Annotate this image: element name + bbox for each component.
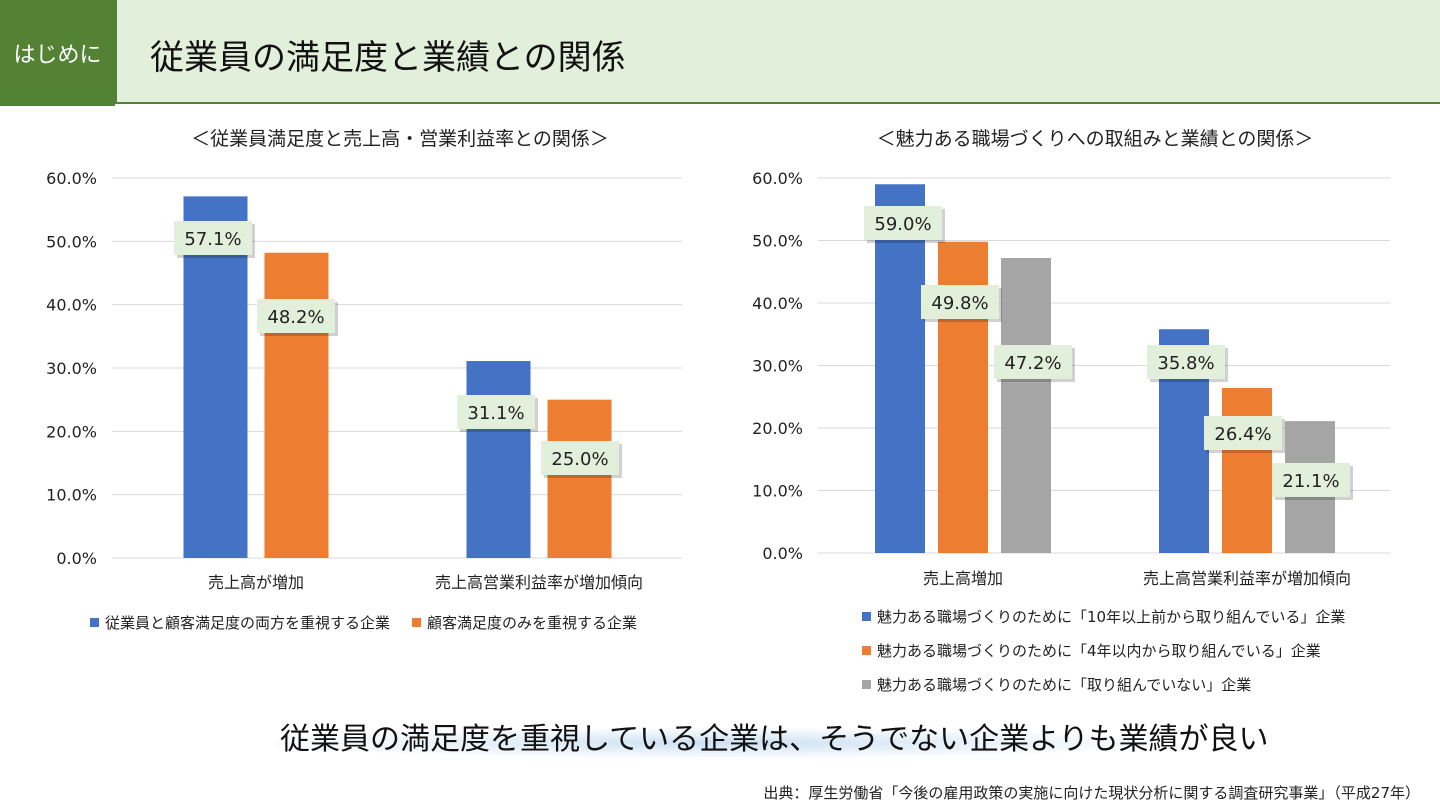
bar [875,184,925,553]
data-label-text: 47.2% [1004,353,1061,374]
legend-item: 魅力ある職場づくりのために「10年以上前から取り組んでいる」企業 [862,606,1345,627]
y-tick-label: 60.0% [752,169,803,188]
data-label: 21.1% [1272,463,1353,500]
chart1: 0.0% 10.0% 20.0% 30.0% 40.0% 50.0% 60.0% 売上高が増加… [46,169,682,592]
data-label: 25.0% [541,441,622,478]
title-bar [115,0,1440,104]
conclusion-text: 従業員の満足度を重視している企業は、そうでない企業よりも業績が良い [280,722,1269,757]
bar [547,399,612,558]
y-tick-label: 40.0% [752,294,803,313]
legend-item: 従業員と顧客満足度の両方を重視する企業 [90,612,390,633]
chart2-title: ＜魅力ある職場づくりへの取組みと業績との関係＞ [876,128,1314,150]
y-tick-label: 30.0% [752,357,803,376]
data-label-text: 48.2% [267,307,324,328]
data-label-text: 26.4% [1214,424,1271,445]
data-label-box [1147,345,1225,379]
legend-item: 魅力ある職場づくりのために「取り組んでいない」企業 [862,674,1345,695]
data-label-box [541,441,619,475]
data-label: 31.1% [457,395,538,432]
y-tick-label: 0.0% [762,544,803,563]
data-label-box [457,395,535,429]
y-tick-label: 60.0% [46,169,97,188]
legend-swatch [862,680,871,689]
data-label-box [174,221,252,255]
data-label-text: 49.8% [931,293,988,314]
page-title: 従業員の満足度と業績との関係 [150,38,626,78]
data-label: 48.2% [257,299,338,336]
x-category-label: 売上高営業利益率が増加傾向 [435,573,643,592]
legend-label: 魅力ある職場づくりのために「取り組んでいない」企業 [877,676,1252,694]
y-tick-label: 20.0% [46,422,97,441]
y-tick-label: 20.0% [752,419,803,438]
y-tick-label: 10.0% [46,486,97,505]
source-citation: 出典：厚生労働省「今後の雇用政策の実施に向けた現状分析に関する調査研究事業」（平… [763,784,1420,802]
data-label-text: 57.1% [184,229,241,250]
data-label-box [921,285,999,319]
bar [183,196,248,558]
x-category-label: 売上高が増加 [208,573,304,592]
data-label-box [1272,463,1350,497]
bar [264,252,329,558]
data-label: 35.8% [1147,345,1228,382]
data-label-text: 35.8% [1157,353,1214,374]
chart1-title: ＜従業員満足度と売上高・営業利益率との関係＞ [191,128,609,150]
data-label-box [864,206,942,240]
x-category-label: 売上高営業利益率が増加傾向 [1143,569,1351,588]
header: はじめに 従業員の満足度と業績との関係 [0,0,1440,106]
data-label-box [994,345,1072,379]
data-label-text: 21.1% [1282,471,1339,492]
legend-item: 顧客満足度のみを重視する企業 [412,612,637,633]
data-label: 49.8% [921,285,1002,322]
legend-swatch [862,646,871,655]
conclusion-highlight [275,728,1165,758]
legend-item: 魅力ある職場づくりのために「4年以内から取り組んでいる」企業 [862,640,1345,661]
legend-label: 顧客満足度のみを重視する企業 [427,614,638,632]
data-label-box [1204,416,1282,450]
legend-label: 魅力ある職場づくりのために「10年以上前から取り組んでいる」企業 [877,608,1346,626]
y-tick-label: 40.0% [46,296,97,315]
bar [1001,258,1051,553]
y-tick-label: 10.0% [752,482,803,501]
data-label: 47.2% [994,345,1075,382]
section-tag: はじめに [0,0,115,106]
y-tick-label: 0.0% [56,549,97,568]
y-tick-label: 50.0% [752,232,803,251]
data-label-text: 31.1% [467,403,524,424]
data-label: 59.0% [864,206,945,243]
data-label: 57.1% [174,221,255,258]
legend-label: 従業員と顧客満足度の両方を重視する企業 [105,614,391,632]
chart2-legend: 魅力ある職場づくりのために「10年以上前から取り組んでいる」企業 魅力ある職場づく… [862,606,1345,695]
x-category-label: 売上高増加 [923,569,1003,588]
data-label-box [257,299,335,333]
bar [466,361,531,558]
legend-label: 魅力ある職場づくりのために「4年以内から取り組んでいる」企業 [877,642,1321,660]
y-tick-label: 50.0% [46,232,97,251]
chart1-legend: 従業員と顧客満足度の両方を重視する企業 顧客満足度のみを重視する企業 [90,612,637,633]
bar [1222,388,1272,553]
legend-swatch [412,618,422,627]
data-label-text: 25.0% [551,449,608,470]
legend-swatch [862,612,871,621]
y-tick-label: 30.0% [46,359,97,378]
legend-swatch [90,618,99,627]
chart2: 0.0% 10.0% 20.0% 30.0% 40.0% 50.0% 60.0% 売上高増加 売… [752,169,1390,588]
data-label: 26.4% [1204,416,1285,453]
data-label-text: 59.0% [874,214,931,235]
